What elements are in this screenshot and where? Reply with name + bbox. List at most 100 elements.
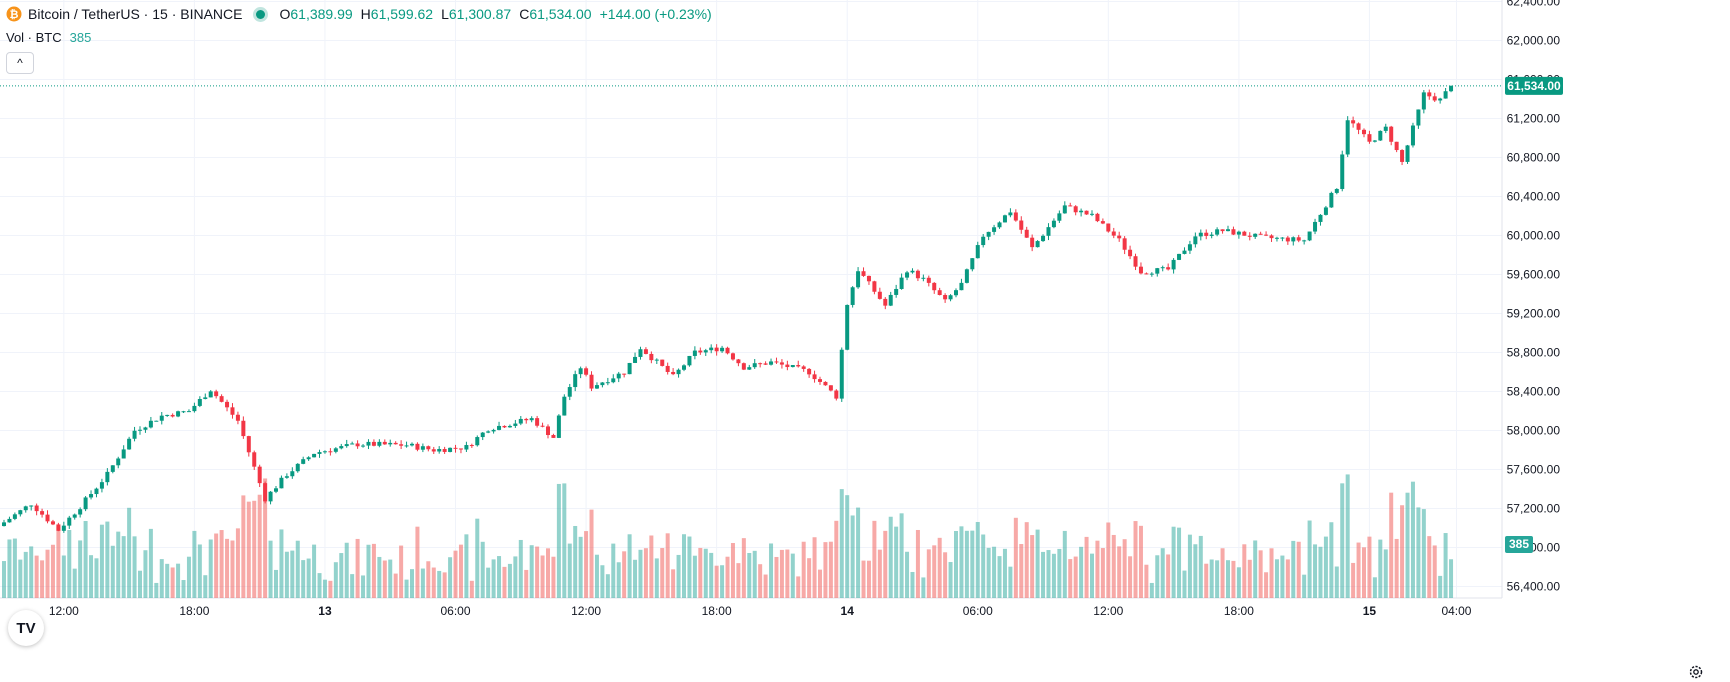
candle-body[interactable] <box>720 347 725 352</box>
candle-body[interactable] <box>1133 256 1138 267</box>
candle-body[interactable] <box>382 441 387 445</box>
candle-body[interactable] <box>1258 233 1263 235</box>
candle-body[interactable] <box>110 465 115 472</box>
candle-body[interactable] <box>1367 134 1372 142</box>
candle-body[interactable] <box>437 449 442 452</box>
candle-body[interactable] <box>1193 236 1198 245</box>
candle-body[interactable] <box>1013 212 1018 221</box>
candle-body[interactable] <box>197 399 202 406</box>
candle-body[interactable] <box>741 363 746 370</box>
candle-body[interactable] <box>643 349 648 354</box>
candle-body[interactable] <box>589 374 594 389</box>
candle-body[interactable] <box>1079 210 1084 213</box>
candle-body[interactable] <box>513 423 518 426</box>
candle-body[interactable] <box>801 366 806 369</box>
candle-body[interactable] <box>464 445 469 450</box>
candle-body[interactable] <box>56 524 61 531</box>
candle-body[interactable] <box>839 349 844 399</box>
candle-body[interactable] <box>148 420 153 428</box>
candle-body[interactable] <box>594 385 599 389</box>
candle-body[interactable] <box>12 514 17 519</box>
candle-body[interactable] <box>1073 206 1078 213</box>
candle-body[interactable] <box>709 347 714 351</box>
candle-body[interactable] <box>306 457 311 460</box>
candle-body[interactable] <box>40 511 45 515</box>
candle-body[interactable] <box>828 385 833 391</box>
candle-body[interactable] <box>1269 235 1274 239</box>
candle-body[interactable] <box>486 431 491 433</box>
candle-body[interactable] <box>937 290 942 295</box>
candle-body[interactable] <box>257 466 262 484</box>
candle-body[interactable] <box>339 446 344 449</box>
candle-body[interactable] <box>654 359 659 361</box>
candle-body[interactable] <box>964 269 969 283</box>
market-status-icon[interactable] <box>256 9 266 19</box>
candle-body[interactable] <box>1019 220 1024 230</box>
candle-body[interactable] <box>203 397 208 400</box>
candle-body[interactable] <box>524 418 529 421</box>
candle-body[interactable] <box>1410 125 1415 146</box>
candle-body[interactable] <box>1345 120 1350 155</box>
candle-body[interactable] <box>138 429 142 431</box>
candle-body[interactable] <box>1231 229 1236 235</box>
candle-body[interactable] <box>649 353 654 361</box>
candle-body[interactable] <box>1280 237 1285 239</box>
candle-body[interactable] <box>34 505 39 512</box>
candle-body[interactable] <box>1160 267 1165 269</box>
candle-body[interactable] <box>1149 273 1154 275</box>
candle-body[interactable] <box>50 521 55 525</box>
candle-body[interactable] <box>540 425 545 427</box>
candle-body[interactable] <box>622 373 627 375</box>
candle-body[interactable] <box>208 391 213 398</box>
candle-body[interactable] <box>1198 232 1203 237</box>
candle-body[interactable] <box>1155 268 1160 274</box>
candle-body[interactable] <box>850 287 855 305</box>
candle-body[interactable] <box>769 361 774 365</box>
candle-body[interactable] <box>23 506 28 511</box>
candle-body[interactable] <box>883 298 888 306</box>
candle-body[interactable] <box>1438 98 1443 101</box>
candle-body[interactable] <box>616 373 621 379</box>
candle-body[interactable] <box>89 494 94 498</box>
candle-body[interactable] <box>448 447 453 452</box>
candle-body[interactable] <box>295 463 300 472</box>
candle-body[interactable] <box>698 350 703 353</box>
candle-body[interactable] <box>910 270 915 273</box>
candle-body[interactable] <box>18 510 23 515</box>
candle-body[interactable] <box>1405 145 1410 162</box>
candle-body[interactable] <box>790 365 795 368</box>
candle-body[interactable] <box>2 522 6 527</box>
candle-body[interactable] <box>29 505 34 507</box>
candle-body[interactable] <box>1378 130 1383 141</box>
gear-icon[interactable] <box>1688 664 1704 680</box>
candle-body[interactable] <box>1002 215 1007 223</box>
candle-body[interactable] <box>1035 241 1040 248</box>
candle-body[interactable] <box>1090 213 1094 215</box>
candle-body[interactable] <box>225 401 230 408</box>
candle-body[interactable] <box>322 451 327 453</box>
candle-body[interactable] <box>67 517 72 526</box>
candle-body[interactable] <box>584 368 589 375</box>
candle-body[interactable] <box>7 518 12 523</box>
candle-body[interactable] <box>502 425 507 428</box>
candle-body[interactable] <box>410 443 414 446</box>
candle-body[interactable] <box>1242 231 1247 236</box>
candle-body[interactable] <box>921 277 926 279</box>
candle-body[interactable] <box>219 396 224 402</box>
candle-body[interactable] <box>1166 267 1171 270</box>
candle-body[interactable] <box>279 477 284 489</box>
candle-body[interactable] <box>1313 221 1318 232</box>
candle-body[interactable] <box>981 236 986 246</box>
candle-body[interactable] <box>1356 123 1361 130</box>
candle-body[interactable] <box>1264 234 1269 236</box>
candle-body[interactable] <box>214 391 219 397</box>
candle-body[interactable] <box>154 420 159 422</box>
candle-body[interactable] <box>1389 126 1394 142</box>
candle-body[interactable] <box>578 368 583 375</box>
candle-body[interactable] <box>1122 238 1127 250</box>
candle-body[interactable] <box>399 444 404 446</box>
candle-body[interactable] <box>856 271 861 288</box>
candle-body[interactable] <box>1084 210 1089 215</box>
candle-body[interactable] <box>355 443 360 447</box>
candle-body[interactable] <box>480 432 485 438</box>
